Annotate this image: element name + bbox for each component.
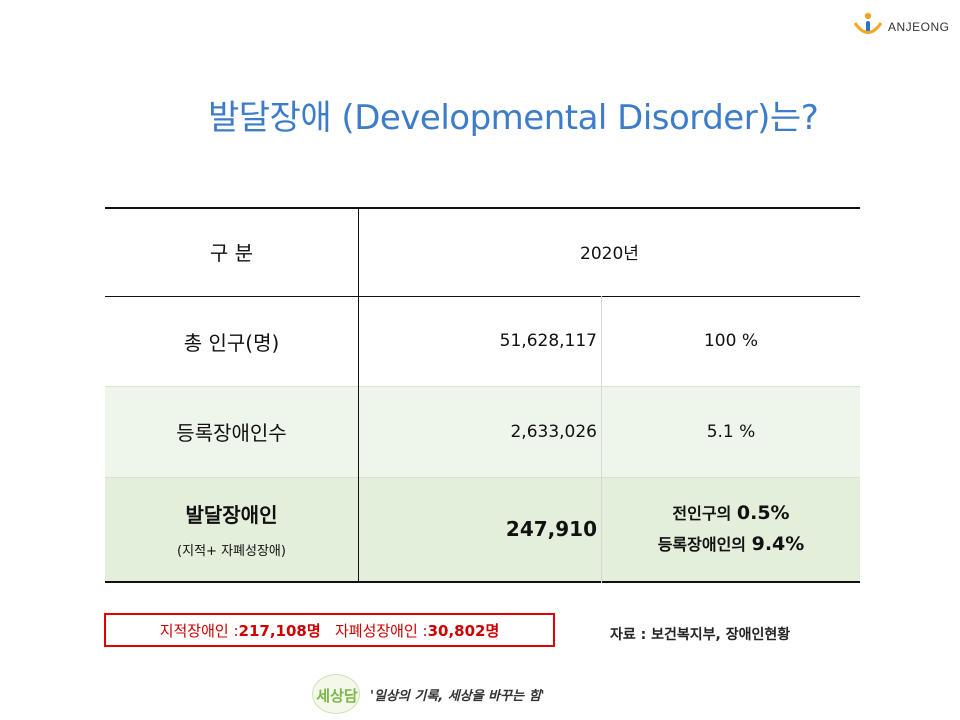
table-row: 등록장애인수 2,633,026 5.1 % [105,386,860,477]
header-year: 2020년 [580,244,639,264]
table-top-rule [105,207,860,209]
table-row-divider [105,386,860,387]
row-value-registered: 2,633,026 [510,421,597,442]
row-value-developmental: 247,910 [505,517,597,541]
percent-line2-prefix: 등록장애인의 [657,535,752,554]
sesangdam-logo-icon: 세상담 [312,674,360,714]
footer-slogan: '일상의 기록, 세상을 바꾸는 힘' [370,688,545,704]
row-label-developmental: 발달장애인 (지적+ 자폐성장애) [105,477,358,581]
percent-line1-prefix: 전인구의 [672,504,737,523]
table-header-rule [105,296,860,297]
autism-label: 자폐성장애인 : [334,621,428,640]
anjeong-logo: ANJEONG [852,8,952,42]
footer: 세상담 '일상의 기록, 세상을 바꾸는 힘' [312,674,545,714]
footer-badge-text: 세상담 [316,687,358,705]
row-label-registered: 등록장애인수 [176,421,287,445]
table-column-divider [358,207,359,583]
row-percent-population: 100 % [703,331,758,351]
row-label-population: 총 인구(명) [183,330,280,355]
table-row: 발달장애인 (지적+ 자폐성장애) 247,910 전인구의 0.5% 등록장애… [105,477,860,583]
percent-line1-value: 0.5% [736,502,790,524]
brand-name: ANJEONG [888,20,950,34]
table-row: 총 인구(명) 51,628,117 100 % [105,296,860,386]
page-title: 발달장애 (Developmental Disorder)는? [208,98,819,138]
row-percent-registered: 5.1 % [706,421,756,442]
header-category: 구 분 [209,241,254,265]
table-header-row: 구 분 2020년 [105,207,860,296]
breakdown-note-box: 지적장애인 : 217,108명 자폐성장애인 : 30,802명 [104,613,555,647]
table-row-divider [105,477,860,478]
statistics-table: 구 분 2020년 총 인구(명) 51,628,117 100 % 등록장애인… [105,207,860,583]
row-percent-developmental: 전인구의 0.5% 등록장애인의 9.4% [602,477,860,581]
percent-line2-value: 9.4% [751,533,805,555]
row-value-population: 51,628,117 [499,331,597,351]
intellectual-value: 217,108명 [238,621,321,640]
table-column-divider [601,296,602,583]
intellectual-label: 지적장애인 : [159,621,239,640]
source-citation: 자료 : 보건복지부, 장애인현황 [610,627,791,643]
developmental-label: 발달장애인 [185,503,278,527]
autism-value: 30,802명 [427,621,500,640]
anjeong-logo-icon [853,12,883,34]
table-bottom-rule [105,581,860,583]
developmental-sublabel: (지적+ 자폐성장애) [177,544,286,559]
